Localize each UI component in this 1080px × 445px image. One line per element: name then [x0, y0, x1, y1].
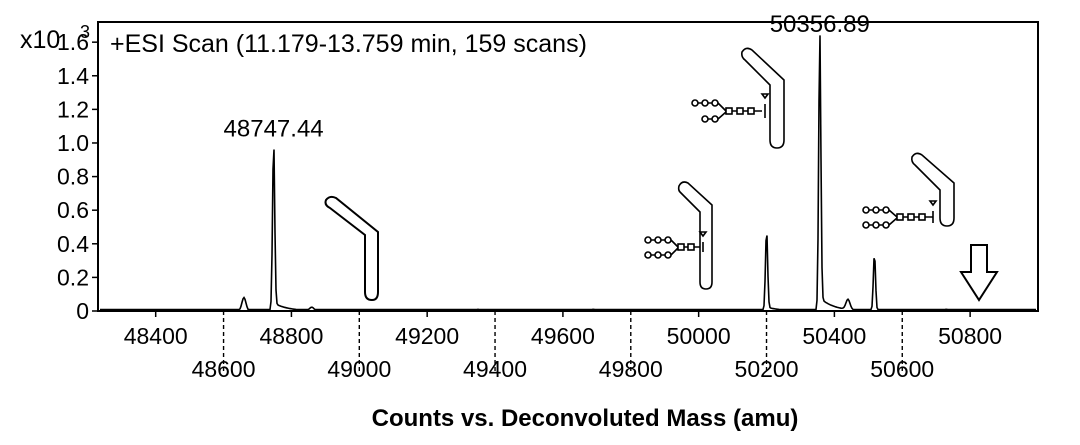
x-tick-label: 48600 — [192, 356, 256, 382]
x-tick-label: 48400 — [124, 323, 188, 349]
y-axis: 0 0.2 0.4 0.6 0.8 1.0 1.2 1.4 1.6 — [57, 29, 98, 324]
x-tick-label: 50000 — [667, 323, 731, 349]
y-multiplier-exponent: 3 — [80, 22, 90, 42]
x-axis-label: Counts vs. Deconvoluted Mass (amu) — [372, 405, 799, 432]
spectrum-trace — [100, 35, 1036, 311]
x-tick-label: 50200 — [735, 356, 799, 382]
x-tick-label: 50400 — [802, 323, 866, 349]
x-tick-label: 50600 — [870, 356, 934, 382]
chart-title: +ESI Scan (11.179-13.759 min, 159 scans) — [110, 30, 587, 58]
glycan-structure-3-icon — [691, 47, 785, 149]
y-tick-label: 0 — [76, 298, 89, 324]
x-axis: 48400 48800 49200 49600 50000 50400 50800 48600… — [124, 311, 1002, 382]
glycan-structure-1-icon — [324, 195, 379, 302]
y-tick-label: 1.4 — [57, 63, 89, 89]
y-tick-label: 1.0 — [57, 130, 89, 156]
y-tick-label: 0.2 — [57, 264, 89, 290]
plot-frame — [97, 21, 1039, 312]
glycan-structure-4-icon — [862, 152, 955, 229]
y-tick-label: 0.8 — [57, 164, 89, 190]
peak-labels: 48747.44 50356.89 — [224, 11, 870, 142]
x-tick-label: 50800 — [938, 323, 1002, 349]
glycan-structure-2-icon — [644, 181, 713, 290]
y-multiplier-label: x10 — [20, 26, 60, 54]
y-tick-label: 1.2 — [57, 96, 89, 122]
x-tick-label: 49400 — [463, 356, 527, 382]
peak-label: 50356.89 — [770, 11, 870, 38]
y-tick-label: 0.4 — [57, 231, 89, 257]
y-tick-label: 0.6 — [57, 197, 89, 223]
y-tick-label: 1.6 — [57, 29, 89, 55]
x-tick-label: 49200 — [395, 323, 459, 349]
spectrum-line — [100, 35, 1036, 311]
x-tick-label: 49800 — [599, 356, 663, 382]
peak-label: 48747.44 — [224, 115, 324, 142]
x-tick-label: 49600 — [531, 323, 595, 349]
x-tick-label: 48800 — [259, 323, 323, 349]
down-arrow-icon — [959, 244, 999, 302]
x-tick-label: 49000 — [327, 356, 391, 382]
